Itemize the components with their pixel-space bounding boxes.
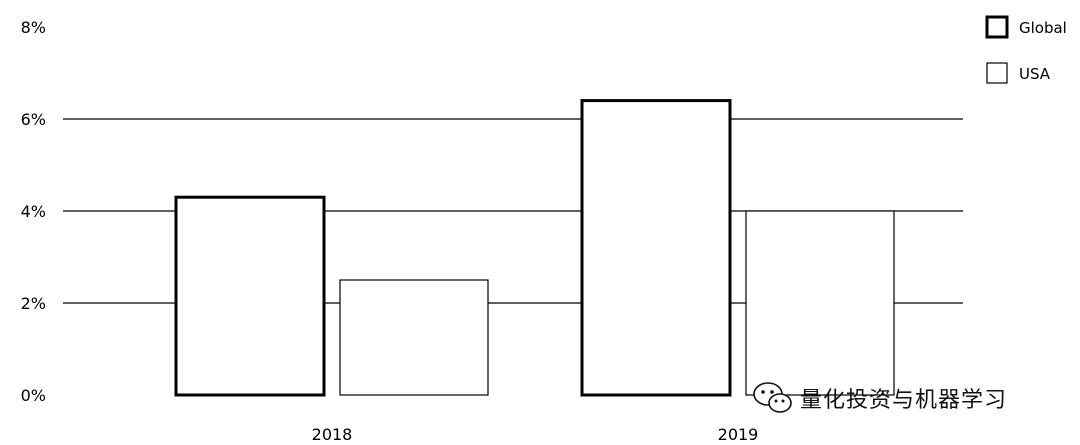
x-tick-label: 2018 [312,425,353,444]
legend-label-usa: USA [1019,65,1051,83]
legend-swatch-global [985,15,1009,39]
bar-usa-2018 [339,279,489,396]
watermark-text: 量化投资与机器学习 [800,388,1008,413]
legend-swatch-usa [986,62,1008,84]
bars [174,99,895,397]
watermark: 量化投资与机器学习 [752,376,1052,420]
y-tick-label: 2% [21,294,46,313]
y-tick-label: 4% [21,202,46,221]
bar-global-2018 [174,195,326,397]
y-tick-label: 0% [21,386,46,405]
x-axis-ticks: 2018 2019 [312,425,759,444]
x-tick-label: 2019 [718,425,759,444]
bar-global-2019 [580,99,732,397]
bar-usa-2019 [745,210,895,396]
legend: Global USA [985,15,1067,84]
wechat-icon [753,382,792,413]
y-tick-label: 6% [21,110,46,129]
legend-label-global: Global [1019,19,1067,37]
y-axis-ticks: 0% 2% 4% 6% 8% [21,18,46,405]
y-tick-label: 8% [21,18,46,37]
